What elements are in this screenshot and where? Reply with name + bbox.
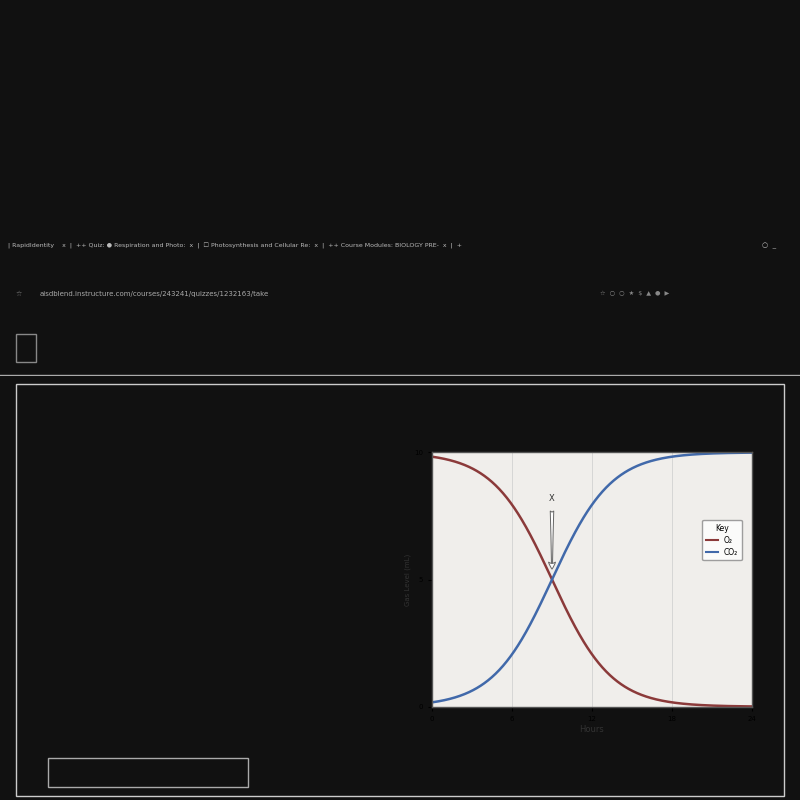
Bar: [16, 334, 36, 362]
Text: | RapidIdentity    x  |  ++ Quiz: ● Respiration and Photo:  x  |  ☐ Photosynthes: | RapidIdentity x | ++ Quiz: ● Respirati…: [8, 242, 462, 249]
Text: ☆  ○  ○  ★  $  ▲  ●  ▶: ☆ ○ ○ ★ $ ▲ ● ▶: [600, 291, 670, 296]
Text: The graph illustrates the relationship between
photosynthesis and cellular respi: The graph illustrates the relationship b…: [48, 435, 304, 474]
Text: ☆: ☆: [16, 290, 22, 297]
Y-axis label: Gas Level (mL): Gas Level (mL): [405, 554, 411, 606]
Text: X: X: [549, 494, 555, 503]
Legend: O₂, CO₂: O₂, CO₂: [702, 520, 742, 561]
Text: B.  The rate of photosynthesis is equal to the
        rate of cellular respirat: B. The rate of photosynthesis is equal t…: [64, 566, 284, 590]
Text: ○  _: ○ _: [762, 242, 776, 249]
Text: D.  Neither cellular respiration nor
        photosynthesis is occurring: D. Neither cellular respiration nor phot…: [64, 643, 231, 666]
X-axis label: Hours: Hours: [580, 725, 604, 734]
Text: Use the graph to assist you for this question.: Use the graph to assist you for this que…: [48, 406, 332, 416]
Text: aisdblend.instructure.com/courses/243241/quizzes/1232163/take: aisdblend.instructure.com/courses/243241…: [40, 290, 270, 297]
Text: C.  The rate of photosynthesis is less than the
        rate of cellular respira: C. The rate of photosynthesis is less th…: [64, 605, 289, 628]
Bar: [48, 758, 248, 787]
Text: A.  The rate of photosynthesis is greater than the
        rate of cellular resp: A. The rate of photosynthesis is greater…: [64, 529, 306, 552]
Text: Which of these statements is true at point X?: Which of these statements is true at poi…: [48, 499, 285, 509]
Text: 1 pts: 1 pts: [722, 338, 760, 353]
Text: Question 5: Question 5: [56, 336, 166, 354]
